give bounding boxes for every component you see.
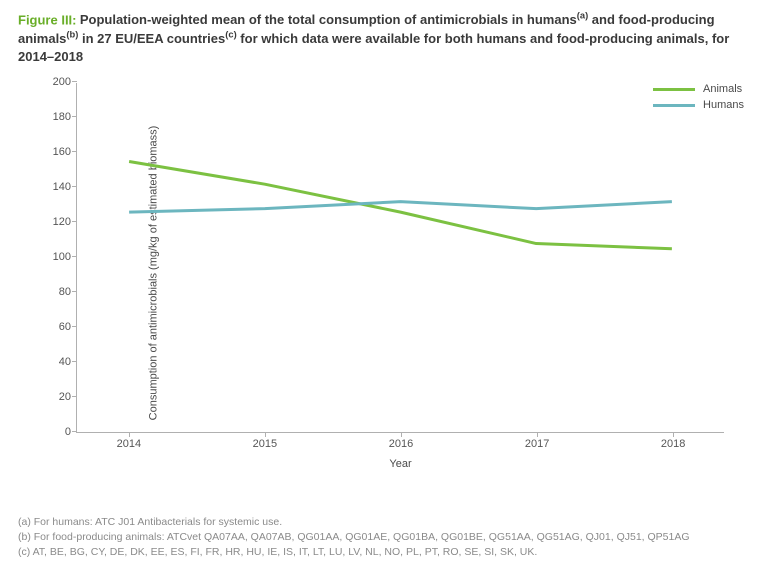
x-tick-mark — [401, 432, 402, 437]
y-tick-mark — [72, 81, 77, 82]
y-tick-mark — [72, 151, 77, 152]
y-tick-mark — [72, 221, 77, 222]
x-tick-label: 2018 — [661, 438, 685, 450]
y-tick-label: 40 — [59, 356, 71, 368]
legend-item-humans: Humans — [653, 99, 744, 111]
series-line-humans — [129, 202, 672, 212]
x-tick-mark — [129, 432, 130, 437]
y-tick-mark — [72, 396, 77, 397]
y-tick-label: 60 — [59, 321, 71, 333]
legend-item-animals: Animals — [653, 83, 744, 95]
y-tick-label: 200 — [53, 76, 71, 88]
y-tick-mark — [72, 291, 77, 292]
figure-title: Population-weighted mean of the total co… — [18, 12, 729, 63]
x-tick-mark — [537, 432, 538, 437]
figure-header: Figure III: Population-weighted mean of … — [18, 10, 750, 65]
plot-area: 0204060801001201401601802002014201520162… — [76, 83, 724, 433]
y-tick-label: 20 — [59, 391, 71, 403]
legend-swatch — [653, 88, 695, 91]
x-tick-mark — [673, 432, 674, 437]
y-tick-mark — [72, 326, 77, 327]
y-tick-mark — [72, 186, 77, 187]
legend-swatch — [653, 104, 695, 107]
y-tick-label: 120 — [53, 216, 71, 228]
y-tick-label: 140 — [53, 181, 71, 193]
x-tick-label: 2015 — [253, 438, 277, 450]
y-tick-label: 0 — [65, 426, 71, 438]
x-axis-title: Year — [389, 458, 411, 470]
x-tick-label: 2017 — [525, 438, 549, 450]
y-tick-label: 160 — [53, 146, 71, 158]
chart: Consumption of antimicrobials (mg/kg of … — [18, 73, 748, 473]
footnote-b: (b) For food-producing animals: ATCvet Q… — [18, 530, 750, 545]
x-tick-label: 2014 — [117, 438, 141, 450]
footnote-a: (a) For humans: ATC J01 Antibacterials f… — [18, 515, 750, 530]
y-tick-mark — [72, 256, 77, 257]
legend-label: Humans — [703, 99, 744, 111]
y-tick-mark — [72, 431, 77, 432]
legend: Animals Humans — [653, 83, 744, 115]
x-tick-label: 2016 — [389, 438, 413, 450]
x-tick-mark — [265, 432, 266, 437]
y-tick-label: 100 — [53, 251, 71, 263]
y-tick-label: 80 — [59, 286, 71, 298]
y-tick-label: 180 — [53, 111, 71, 123]
y-tick-mark — [72, 361, 77, 362]
chart-lines-svg — [77, 83, 724, 432]
y-tick-mark — [72, 116, 77, 117]
footnotes: (a) For humans: ATC J01 Antibacterials f… — [18, 515, 750, 559]
footnote-c: (c) AT, BE, BG, CY, DE, DK, EE, ES, FI, … — [18, 545, 750, 560]
legend-label: Animals — [703, 83, 742, 95]
figure-label: Figure III: — [18, 12, 77, 27]
